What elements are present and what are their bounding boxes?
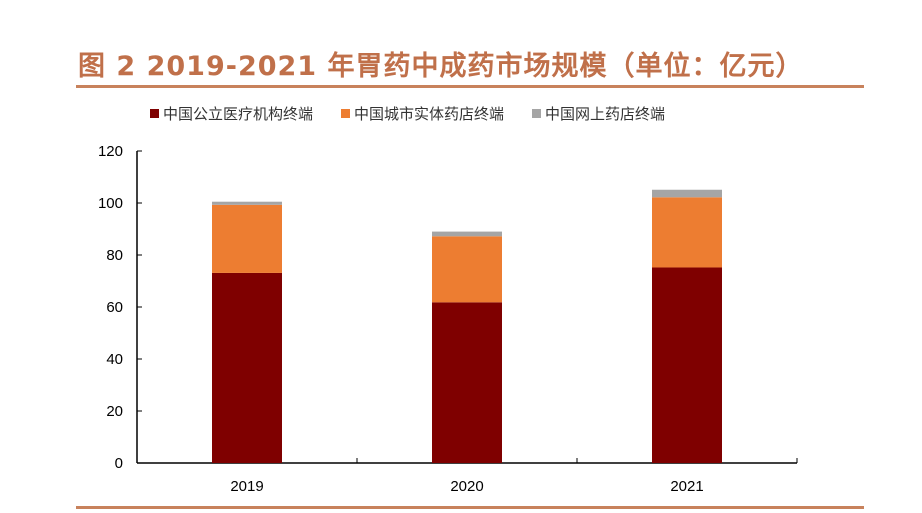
y-tick-label: 100 [98, 195, 123, 212]
x-tick-label: 2019 [230, 478, 263, 495]
legend-label: 中国公立医疗机构终端 [163, 105, 314, 123]
legend-label: 中国网上药店终端 [545, 105, 666, 123]
y-tick-label: 120 [98, 143, 123, 160]
bar-segment [212, 204, 282, 273]
y-tick-label: 0 [115, 455, 123, 472]
bar-segment [652, 267, 722, 463]
legend-item: 中国公立医疗机构终端 [150, 103, 313, 124]
legend-swatch [341, 109, 351, 118]
x-tick-label: 2021 [670, 478, 703, 495]
legend-swatch [532, 109, 542, 118]
bar-segment [432, 302, 502, 463]
bar-segment [652, 197, 722, 268]
bar-segment [212, 272, 282, 463]
bar-segment [432, 236, 502, 303]
title-rule [76, 85, 864, 88]
legend-swatch [150, 109, 159, 118]
bar-segment [432, 231, 502, 237]
bar-segment [652, 189, 722, 198]
legend-item: 中国网上药店终端 [532, 103, 665, 124]
legend-label: 中国城市实体药店终端 [354, 105, 505, 123]
chart-title: 图 2 2019-2021 年胃药中成药市场规模（单位：亿元） [78, 51, 804, 82]
x-tick-label: 2020 [450, 478, 483, 495]
y-tick-label: 20 [106, 403, 123, 420]
bottom-rule [76, 506, 864, 509]
legend: 中国公立医疗机构终端 中国城市实体药店终端 中国网上药店终端 [150, 103, 665, 124]
bar-segment [212, 201, 282, 205]
y-tick-label: 60 [106, 299, 123, 316]
y-tick-label: 80 [106, 247, 123, 264]
y-tick-label: 40 [106, 351, 123, 368]
legend-item: 中国城市实体药店终端 [341, 103, 504, 124]
